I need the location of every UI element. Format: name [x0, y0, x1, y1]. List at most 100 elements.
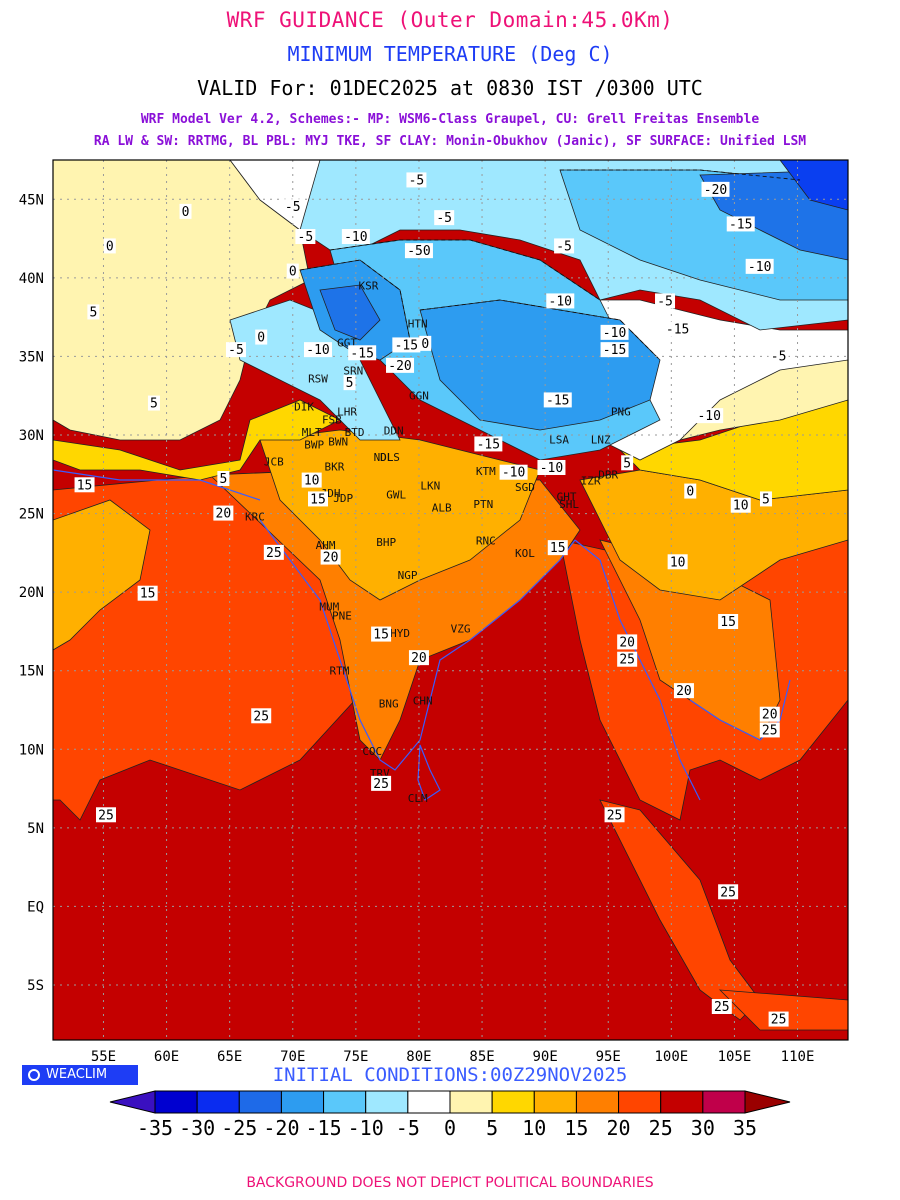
contour-label-box	[147, 395, 160, 411]
coastline-0	[259, 519, 576, 771]
variable-title: MINIMUM TEMPERATURE (Deg C)	[287, 42, 613, 66]
latitude-labels: 45N 40N 35N 30N 25N 20N 15N 10N 5N EQ 5S	[19, 192, 44, 994]
city-label: IZR	[581, 475, 601, 488]
contour-label: 10	[670, 555, 686, 570]
city-label: MUM	[319, 600, 339, 613]
contour-label: 0	[182, 205, 190, 220]
contour-label-box	[711, 999, 732, 1014]
contour-label: 0	[421, 337, 429, 352]
contour-label-box	[543, 392, 572, 408]
contour-label-box	[621, 455, 634, 471]
contour-label-box	[341, 229, 370, 244]
colorbar-label: 15	[564, 1116, 588, 1140]
contour-label: -5	[409, 173, 425, 188]
contour-label: 25	[253, 709, 269, 724]
city-label: BKR	[324, 460, 344, 473]
contour-label-box	[499, 464, 528, 480]
contour-label-box	[434, 210, 455, 226]
contour-label-box	[406, 172, 427, 188]
contour-label-box	[701, 181, 730, 197]
colorbar-box	[702, 1090, 746, 1114]
contour-label-box	[255, 329, 268, 345]
city-label: KTM	[476, 465, 496, 478]
contour-label-box	[179, 203, 192, 219]
contour-label: 5	[150, 397, 158, 412]
city-label: BHP	[376, 536, 396, 549]
contour-label: -5	[771, 349, 787, 364]
contour-label: -10	[603, 326, 626, 341]
city-label: GGN	[409, 390, 429, 403]
contour-label-box	[263, 544, 284, 560]
contour-label-box	[371, 775, 392, 791]
contour-label-box	[404, 243, 433, 259]
city-label: CLM	[408, 792, 428, 805]
contour-label: -15	[666, 323, 689, 338]
map-title: WRF GUIDANCE (Outer Domain:45.0Km)	[226, 8, 674, 32]
lon-label: 65E	[217, 1049, 242, 1065]
city-label: RSW	[308, 372, 328, 385]
city-label: HTN	[408, 317, 428, 330]
colorbar-box	[238, 1090, 282, 1114]
contour-label-box	[386, 357, 415, 373]
coastline-2	[689, 679, 791, 741]
contour-label-box	[745, 258, 774, 274]
city-label: PTN	[473, 498, 493, 511]
colorbar-box	[533, 1090, 577, 1114]
zone-15-arabia	[53, 499, 151, 651]
contour-label-box	[655, 293, 676, 309]
contour-label-box	[103, 238, 116, 254]
contour-label: -10	[697, 409, 720, 424]
lon-label: 90E	[532, 1049, 557, 1065]
contour-label: 15	[373, 628, 389, 643]
city-label: LNZ	[591, 434, 611, 447]
contour-label: -20	[704, 183, 727, 198]
city-label: BTD	[345, 426, 365, 439]
lon-label: 105E	[718, 1049, 752, 1065]
colorbar-low-arrow	[109, 1090, 156, 1114]
contour-label: 20	[676, 684, 692, 699]
contour-label-box	[730, 497, 751, 513]
contour-label: 25	[714, 1000, 730, 1015]
lat-label: 15N	[19, 664, 44, 680]
contour-label-box	[673, 683, 694, 699]
weaclim-brand: WEACLIM	[22, 1065, 138, 1085]
contour-label-box	[295, 229, 316, 244]
contour-label: 20	[619, 635, 635, 650]
lon-label: 60E	[154, 1049, 179, 1065]
contour-label: -15	[546, 393, 569, 408]
colorbar-box	[154, 1090, 198, 1114]
colorbar-label: 25	[649, 1116, 673, 1140]
colorbar-label: 0	[444, 1116, 456, 1140]
weaclim-logo-icon	[28, 1069, 40, 1081]
city-label: LHR	[337, 405, 357, 418]
contour-label: -10	[540, 461, 563, 476]
contour-label: 15	[310, 492, 326, 507]
city-label: KRC	[245, 511, 265, 524]
lon-label: 55E	[91, 1049, 116, 1065]
contour-label: 20	[762, 708, 778, 723]
contour-label: -10	[502, 466, 525, 481]
city-label: AHM	[316, 539, 336, 552]
city-label: DIK	[294, 401, 314, 414]
colorbar-label: -5	[396, 1116, 420, 1140]
contour-label-box	[343, 375, 356, 391]
city-label: DDN	[384, 424, 404, 437]
city-label: LSA	[549, 434, 569, 447]
contour-label-box	[604, 807, 625, 823]
contour-label: 25	[762, 723, 778, 738]
city-label: PNG	[611, 405, 631, 418]
colorbar-box	[660, 1090, 704, 1114]
longitude-labels: 55E 60E 65E 70E 75E 80E 85E 90E 95E 100E 105E 110E	[91, 1049, 815, 1065]
contour-label-box	[320, 549, 341, 565]
contour-label-box	[217, 471, 230, 486]
contour-label: -15	[350, 346, 373, 361]
city-label: COC	[362, 745, 382, 758]
contour-label: 0	[257, 331, 265, 346]
colorbar-box	[365, 1090, 409, 1114]
contour-label-box	[225, 342, 246, 358]
contour-label: -5	[556, 239, 572, 254]
lon-label: 80E	[406, 1049, 431, 1065]
contour-label-box	[759, 722, 780, 738]
contour-label-box	[74, 477, 95, 493]
coastline-1	[574, 539, 701, 801]
